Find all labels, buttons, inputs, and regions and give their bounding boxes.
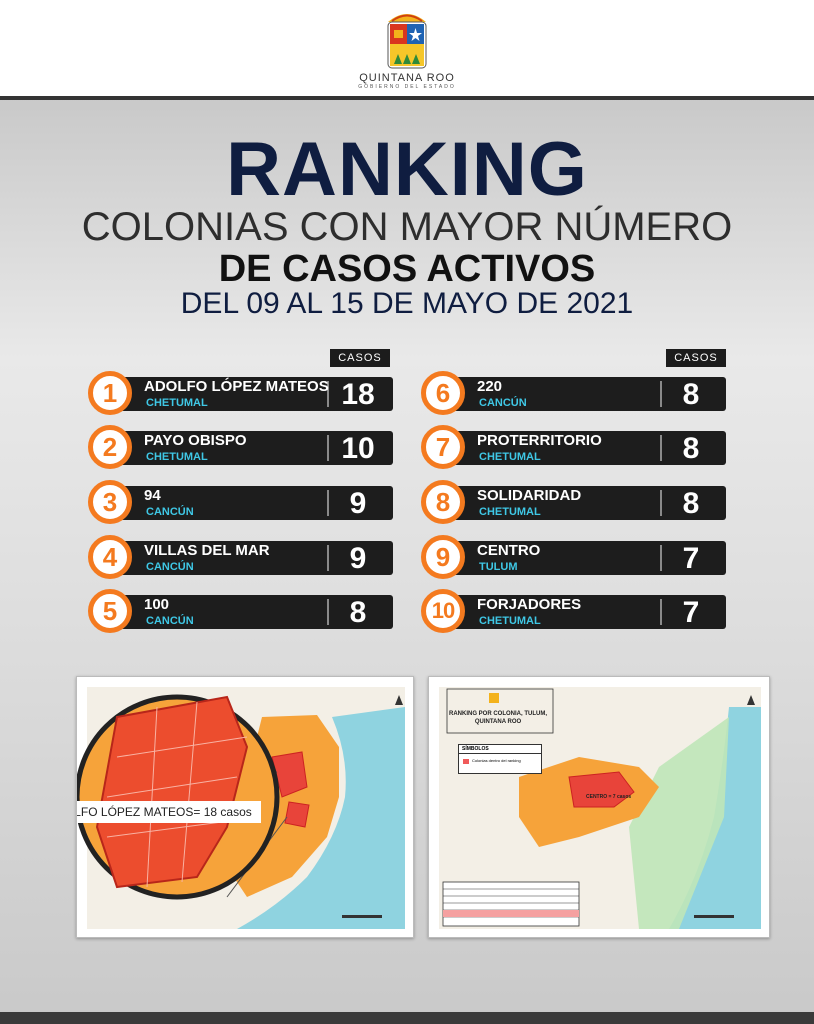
ranking-bar <box>443 595 726 629</box>
city-name: CHETUMAL <box>146 451 208 463</box>
rank-number: 9 <box>421 535 465 579</box>
ranking-row: 1 ADOLFO LÓPEZ MATEOS CHETUMAL 18 <box>88 371 393 415</box>
colonia-name: VILLAS DEL MAR <box>144 542 270 559</box>
rank-number: 2 <box>88 425 132 469</box>
colonia-name: ADOLFO LÓPEZ MATEOS <box>144 378 329 395</box>
case-count: 7 <box>682 542 700 575</box>
colonia-name: 220 <box>477 378 503 395</box>
ranking-row: 6 220 CANCÚN 8 <box>421 371 726 415</box>
ranking-bar <box>110 486 393 520</box>
zoom-label: ADOLFO LÓPEZ MATEOS= 18 casos <box>77 801 261 823</box>
city-name: TULUM <box>479 561 518 573</box>
colonia-name: CENTRO <box>477 542 541 559</box>
rank-number: 8 <box>421 480 465 524</box>
rank-number: 6 <box>421 371 465 415</box>
rank-number: 4 <box>88 535 132 579</box>
colonia-name: SOLIDARIDAD <box>477 487 582 504</box>
city-name: CHETUMAL <box>479 451 541 463</box>
case-count: 8 <box>682 487 700 520</box>
colonia-name: FORJADORES <box>477 596 582 613</box>
ranking-bar <box>443 431 726 465</box>
ranking-bar <box>110 595 393 629</box>
case-count: 8 <box>349 596 367 629</box>
ranking-row: 10 FORJADORES CHETUMAL 7 <box>421 589 726 633</box>
city-name: CANCÚN <box>146 615 194 627</box>
page-title: RANKING <box>226 127 588 212</box>
case-count: 18 <box>341 378 375 411</box>
ranking-row: 5 100 CANCÚN 8 <box>88 589 393 633</box>
state-name: QUINTANA ROO <box>359 72 455 84</box>
city-name: CHETUMAL <box>479 615 541 627</box>
city-name: CHETUMAL <box>479 506 541 518</box>
ranking-row: 2 PAYO OBISPO CHETUMAL 10 <box>88 425 393 469</box>
ranking-bar <box>110 431 393 465</box>
rank-number: 10 <box>421 589 465 633</box>
colonia-name: 94 <box>144 487 161 504</box>
map-chetumal: ADOLFO LÓPEZ MATEOS= 18 casos <box>76 676 414 938</box>
case-count: 8 <box>682 378 700 411</box>
state-logo: QUINTANA ROO GOBIERNO DEL ESTADO <box>355 8 459 96</box>
government-label: GOBIERNO DEL ESTADO <box>358 84 456 90</box>
map-legend: SÍMBOLOS Colonias dentro del ranking <box>458 744 542 774</box>
case-count: 10 <box>341 432 375 465</box>
legend-label: Colonias dentro del ranking <box>472 758 521 763</box>
rank-number: 5 <box>88 589 132 633</box>
coat-of-arms-icon <box>387 14 427 69</box>
legend-swatch <box>463 759 469 764</box>
city-name: CANCÚN <box>146 561 194 573</box>
rank-number: 1 <box>88 371 132 415</box>
case-count: 9 <box>349 487 367 520</box>
subtitle-line-1: COLONIAS CON MAYOR NÚMERO <box>81 205 733 249</box>
colonia-name: 100 <box>144 596 170 613</box>
city-name: CANCÚN <box>479 397 527 409</box>
footer-bar <box>0 1012 814 1024</box>
case-count: 7 <box>682 596 700 629</box>
ranking-bar <box>443 377 726 411</box>
date-range: DEL 09 AL 15 DE MAYO DE 2021 <box>180 287 634 320</box>
ranking-row: 9 CENTRO TULUM 7 <box>421 535 726 579</box>
rank-number: 3 <box>88 480 132 524</box>
colonia-name: PAYO OBISPO <box>144 432 247 449</box>
map-tulum <box>428 676 770 938</box>
tulum-map-title: RANKING POR COLONIA, TULUM, QUINTANA ROO <box>449 711 547 725</box>
ranking-row: 4 VILLAS DEL MAR CANCÚN 9 <box>88 535 393 579</box>
rank-number: 7 <box>421 425 465 469</box>
cases-header-right: CASOS <box>666 349 726 367</box>
ranking-bar <box>110 377 393 411</box>
city-name: CHETUMAL <box>146 397 208 409</box>
city-name: CANCÚN <box>146 506 194 518</box>
case-count: 9 <box>349 542 367 575</box>
ranking-row: 7 PROTERRITORIO CHETUMAL 8 <box>421 425 726 469</box>
header-bar: QUINTANA ROO GOBIERNO DEL ESTADO <box>0 0 814 100</box>
ranking-bar <box>443 486 726 520</box>
ranking-bar <box>110 541 393 575</box>
ranking-row: 8 SOLIDARIDAD CHETUMAL 8 <box>421 480 726 524</box>
ranking-row: 3 94 CANCÚN 9 <box>88 480 393 524</box>
case-count: 8 <box>682 432 700 465</box>
colonia-name: PROTERRITORIO <box>477 432 602 449</box>
legend-header: SÍMBOLOS <box>459 745 541 754</box>
ranking-bar <box>443 541 726 575</box>
cases-header-left: CASOS <box>330 349 390 367</box>
tulum-area-label: CENTRO = 7 casos <box>586 794 632 800</box>
tulum-map-graphic <box>439 687 761 929</box>
subtitle-line-2: DE CASOS ACTIVOS <box>218 248 596 290</box>
